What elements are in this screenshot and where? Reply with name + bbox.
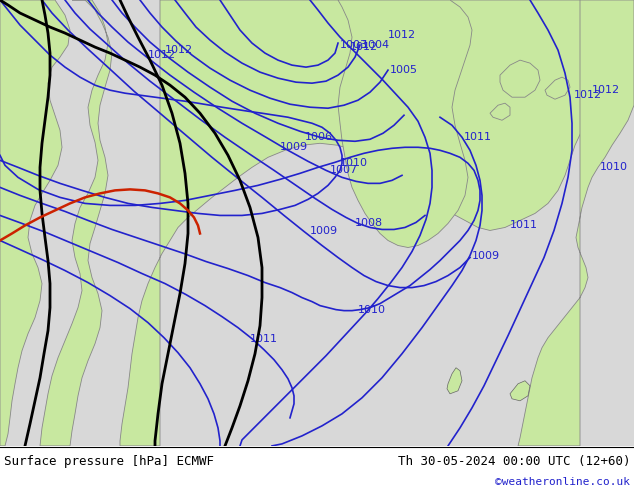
Text: 1010: 1010 <box>340 158 368 169</box>
Text: 1011: 1011 <box>510 220 538 230</box>
Text: 1007: 1007 <box>330 165 358 175</box>
Polygon shape <box>545 77 570 99</box>
Text: 1006: 1006 <box>305 132 333 142</box>
Polygon shape <box>120 0 634 446</box>
Text: 1009: 1009 <box>472 250 500 261</box>
Text: 1012: 1012 <box>592 85 620 95</box>
Text: 1004: 1004 <box>362 40 390 50</box>
Text: ©weatheronline.co.uk: ©weatheronline.co.uk <box>495 477 630 487</box>
Polygon shape <box>518 0 634 446</box>
Polygon shape <box>500 60 540 97</box>
Polygon shape <box>0 0 32 391</box>
Text: Th 30-05-2024 00:00 UTC (12+60): Th 30-05-2024 00:00 UTC (12+60) <box>398 455 630 468</box>
Text: 1012: 1012 <box>574 90 602 100</box>
Polygon shape <box>490 103 510 120</box>
Text: 1012: 1012 <box>388 30 416 40</box>
Polygon shape <box>510 381 530 401</box>
Polygon shape <box>0 0 70 446</box>
Text: Surface pressure [hPa] ECMWF: Surface pressure [hPa] ECMWF <box>4 455 214 468</box>
Text: 1005: 1005 <box>390 65 418 75</box>
Text: 1012: 1012 <box>350 42 378 52</box>
Polygon shape <box>40 0 112 446</box>
Polygon shape <box>447 368 462 394</box>
Text: 1009: 1009 <box>310 226 338 237</box>
Text: 1010: 1010 <box>358 305 386 315</box>
Text: 1012: 1012 <box>165 45 193 55</box>
Text: 1011: 1011 <box>464 132 492 142</box>
Polygon shape <box>338 0 472 247</box>
Text: 1009: 1009 <box>280 142 308 152</box>
Text: 1012: 1012 <box>148 50 176 60</box>
Text: 1011: 1011 <box>250 334 278 343</box>
Text: 1003: 1003 <box>340 40 368 50</box>
Text: 1010: 1010 <box>600 162 628 172</box>
Text: 1008: 1008 <box>355 219 383 228</box>
